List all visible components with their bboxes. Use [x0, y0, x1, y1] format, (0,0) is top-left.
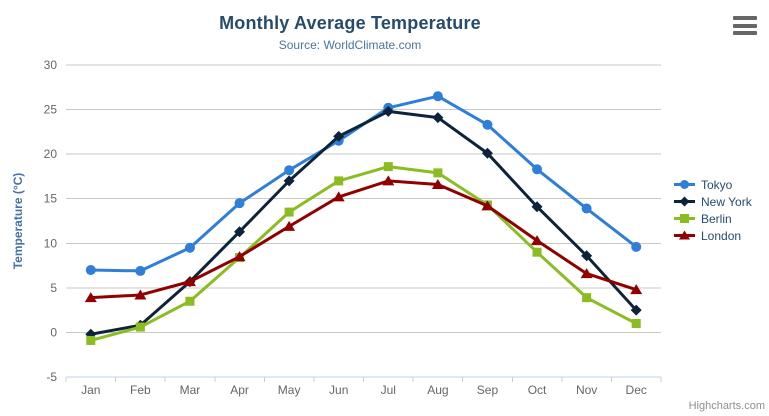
marker-berlin[interactable] [135, 322, 145, 332]
series-line-london[interactable] [89, 179, 638, 300]
x-tick-label: Apr [230, 383, 249, 397]
marker-london[interactable] [183, 276, 196, 287]
marker-london[interactable] [382, 175, 395, 186]
marker-new-york[interactable] [531, 201, 543, 213]
legend: Tokyo New York Berlin London [673, 176, 752, 244]
chart-title: Monthly Average Temperature [219, 13, 481, 33]
legend-label: Berlin [701, 211, 732, 226]
chart-subtitle: Source: WorldClimate.com [278, 38, 422, 52]
marker-tokyo[interactable] [581, 203, 592, 214]
square-legend-icon [674, 214, 695, 223]
legend-label: London [701, 228, 742, 243]
marker-tokyo[interactable] [234, 198, 245, 209]
x-tick-label: Jun [329, 383, 348, 397]
legend-label: New York [701, 194, 752, 209]
series-line-new-york[interactable] [89, 109, 638, 336]
marker-london[interactable] [134, 289, 147, 300]
x-tick-label: May [278, 383, 301, 397]
y-tick-label: 15 [44, 192, 58, 206]
marker-tokyo[interactable] [432, 91, 443, 102]
legend-item-london[interactable]: London [673, 227, 752, 244]
marker-london[interactable] [283, 220, 296, 231]
marker-london[interactable] [580, 268, 593, 279]
hamburger-icon [733, 23, 757, 28]
triangle-legend-icon [674, 230, 695, 240]
marker-berlin[interactable] [532, 247, 542, 257]
marker-berlin[interactable] [86, 335, 96, 345]
hamburger-menu-button[interactable] [733, 16, 758, 35]
hamburger-icon [733, 31, 757, 35]
marker-tokyo[interactable] [135, 265, 146, 276]
marker-new-york[interactable] [234, 226, 246, 238]
x-tick-label: Jan [81, 383, 100, 397]
marker-london[interactable] [531, 235, 544, 246]
marker-new-york[interactable] [382, 105, 394, 117]
diamond-legend-icon [674, 196, 695, 207]
x-tick-label: Sep [477, 383, 499, 397]
marker-tokyo[interactable] [85, 265, 96, 276]
x-tick-label: Jul [381, 383, 396, 397]
y-tick-label: -5 [46, 370, 57, 384]
x-tick-label: Nov [576, 383, 597, 397]
marker-tokyo[interactable] [284, 165, 295, 176]
x-tick-label: Dec [626, 383, 647, 397]
marker-berlin[interactable] [383, 162, 393, 172]
marker-berlin[interactable] [185, 296, 195, 306]
marker-new-york[interactable] [333, 130, 345, 142]
circle-legend-icon [674, 180, 695, 189]
y-tick-label: 25 [44, 103, 58, 117]
marker-tokyo[interactable] [184, 242, 195, 253]
marker-london[interactable] [233, 251, 246, 262]
y-tick-label: 20 [44, 147, 58, 161]
legend-item-tokyo[interactable]: Tokyo [673, 176, 752, 193]
legend-item-new-york[interactable]: New York [673, 193, 752, 210]
marker-berlin[interactable] [284, 207, 294, 217]
series-line-berlin[interactable] [89, 165, 638, 342]
marker-berlin[interactable] [433, 168, 443, 178]
marker-new-york[interactable] [581, 250, 593, 262]
legend-item-berlin[interactable]: Berlin [673, 210, 752, 227]
x-tick-label: Aug [427, 383, 448, 397]
marker-tokyo[interactable] [482, 119, 493, 130]
y-tick-label: 0 [50, 325, 57, 339]
marker-berlin[interactable] [334, 176, 344, 186]
marker-new-york[interactable] [283, 175, 295, 187]
marker-berlin[interactable] [582, 293, 592, 303]
marker-london[interactable] [431, 178, 444, 189]
marker-london[interactable] [630, 284, 643, 295]
marker-new-york[interactable] [630, 304, 642, 316]
x-tick-label: Oct [528, 383, 547, 397]
y-axis-title: Temperature (°C) [11, 172, 25, 270]
marker-london[interactable] [481, 200, 494, 211]
x-tick-label: Mar [180, 383, 201, 397]
y-tick-label: 10 [44, 236, 58, 250]
marker-tokyo[interactable] [631, 241, 642, 252]
hamburger-icon [733, 16, 757, 20]
y-tick-label: 30 [44, 58, 58, 72]
marker-london[interactable] [84, 292, 97, 303]
x-tick-label: Feb [130, 383, 151, 397]
marker-new-york[interactable] [481, 147, 493, 159]
legend-label: Tokyo [701, 177, 733, 192]
marker-tokyo[interactable] [532, 164, 543, 175]
marker-new-york[interactable] [432, 112, 444, 124]
marker-london[interactable] [332, 191, 345, 202]
credits-link[interactable]: Highcharts.com [688, 400, 765, 412]
y-tick-label: 5 [50, 281, 57, 295]
marker-berlin[interactable] [631, 319, 641, 329]
